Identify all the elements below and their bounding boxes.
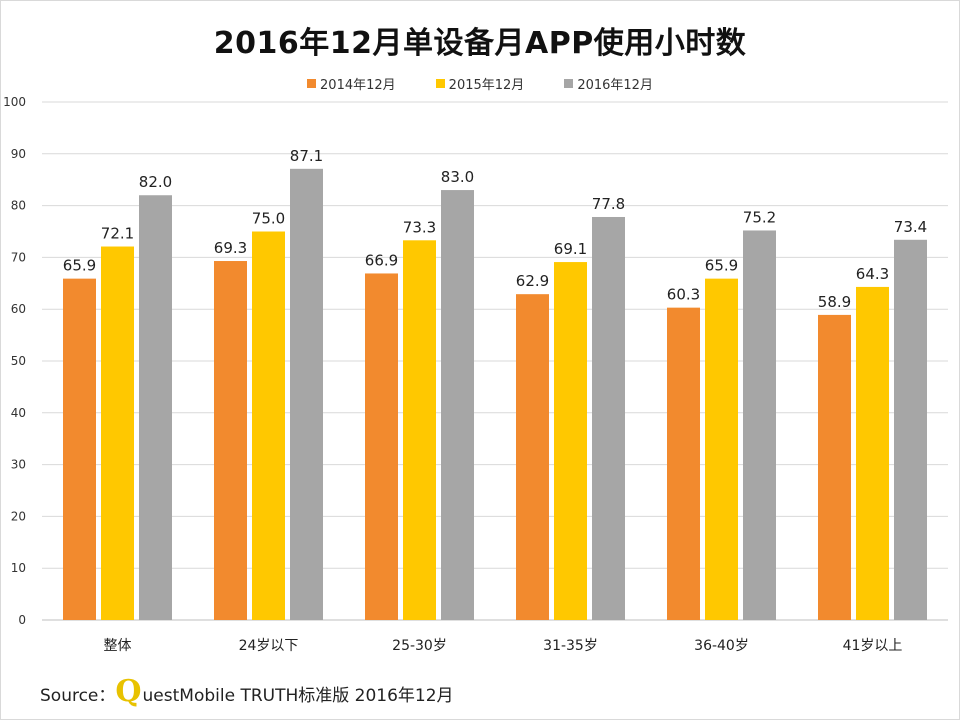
x-tick-label: 41岁以上 (843, 638, 903, 654)
data-label: 75.0 (252, 210, 285, 228)
bar (592, 216, 625, 620)
legend-swatch (564, 79, 574, 88)
y-tick-label: 70 (11, 250, 26, 264)
legend-item: 2014年12月 (307, 74, 396, 93)
data-label: 69.1 (554, 240, 587, 258)
data-label: 82.0 (139, 173, 172, 191)
x-tick-label: 24岁以下 (239, 638, 299, 654)
bar (705, 278, 738, 620)
x-tick-label: 整体 (104, 638, 132, 654)
bar (818, 314, 851, 620)
questmobile-logo-letter: Q (115, 674, 142, 709)
chart-title: 2016年12月单设备月APP使用小时数 (213, 26, 747, 61)
data-label: 64.3 (856, 265, 889, 283)
y-tick-label: 0 (18, 613, 26, 627)
y-tick-label: 90 (11, 147, 26, 161)
bar (667, 307, 700, 620)
bar (214, 261, 247, 620)
data-label: 62.9 (516, 272, 549, 290)
chart-legend: 2014年12月 2015年12月 2016年12月 (0, 74, 960, 93)
bar (856, 286, 889, 620)
source-prefix: Source： (40, 686, 116, 706)
legend-swatch (435, 79, 445, 88)
bar (139, 195, 172, 621)
bar (516, 294, 549, 620)
bar (365, 273, 398, 620)
data-label: 65.9 (63, 257, 96, 275)
data-label: 58.9 (818, 293, 851, 311)
legend-label: 2014年12月 (320, 78, 396, 93)
data-label: 66.9 (365, 251, 398, 269)
legend-swatch (307, 79, 317, 88)
bar (252, 231, 285, 620)
legend-item: 2015年12月 (435, 74, 525, 93)
data-label: 69.3 (214, 239, 247, 257)
x-tick-label: 31-35岁 (543, 638, 598, 654)
y-tick-label: 80 (11, 199, 26, 213)
y-tick-label: 100 (3, 95, 26, 109)
data-label: 77.8 (592, 195, 625, 213)
data-label: 65.9 (705, 257, 738, 275)
legend-label: 2015年12月 (448, 78, 525, 93)
bar (894, 239, 927, 620)
legend-label: 2016年12月 (577, 78, 653, 93)
x-tick-label: 25-30岁 (392, 638, 447, 654)
data-label: 75.2 (743, 208, 776, 226)
bar (290, 168, 323, 620)
data-label: 72.1 (101, 225, 134, 243)
y-tick-label: 10 (11, 561, 26, 575)
bar (101, 246, 134, 620)
data-label: 87.1 (290, 147, 323, 165)
bar (743, 230, 776, 621)
legend-item: 2016年12月 (564, 74, 653, 93)
y-tick-label: 60 (11, 302, 26, 316)
bar (63, 278, 96, 620)
y-tick-label: 50 (11, 354, 26, 368)
bar (403, 240, 436, 620)
source-text: uestMobile TRUTH标准版 2016年12月 (142, 686, 454, 706)
bar (554, 262, 587, 620)
data-label: 83.0 (441, 168, 474, 186)
data-label: 73.4 (894, 218, 927, 236)
bar (441, 190, 474, 620)
y-tick-label: 30 (11, 458, 26, 472)
x-tick-label: 36-40岁 (694, 638, 749, 654)
y-tick-label: 20 (11, 509, 26, 523)
data-label: 73.3 (403, 218, 436, 236)
y-tick-label: 40 (11, 406, 26, 420)
source-note: Source： Q uestMobile TRUTH标准版 2016年12月 (40, 674, 454, 709)
data-label: 60.3 (667, 286, 700, 304)
